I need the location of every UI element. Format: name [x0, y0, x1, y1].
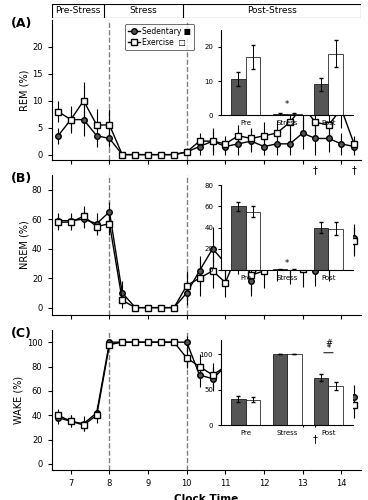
Text: *: * — [285, 100, 289, 108]
Text: (C): (C) — [11, 327, 32, 340]
Text: (B): (B) — [11, 172, 33, 185]
Text: †: † — [313, 434, 318, 444]
Bar — [314, 378, 328, 425]
Y-axis label: WAKE (%): WAKE (%) — [14, 376, 24, 424]
Bar — [328, 386, 343, 425]
Bar — [231, 206, 246, 270]
Bar — [231, 80, 246, 115]
Bar — [273, 114, 287, 115]
Bar — [314, 228, 328, 270]
Y-axis label: REM (%): REM (%) — [19, 70, 29, 110]
Y-axis label: NREM (%): NREM (%) — [19, 220, 29, 270]
Bar — [314, 84, 328, 115]
Text: Stress: Stress — [130, 6, 158, 15]
X-axis label: Clock Time: Clock Time — [174, 494, 238, 500]
Bar — [246, 400, 260, 425]
Bar — [246, 212, 260, 270]
Text: Pre-Stress: Pre-Stress — [55, 6, 100, 15]
Text: *: * — [326, 344, 330, 352]
Bar — [328, 228, 343, 270]
Bar — [246, 57, 260, 115]
Bar — [287, 114, 301, 115]
Text: †: † — [313, 166, 318, 175]
Text: #: # — [325, 338, 332, 347]
Text: †: † — [236, 352, 241, 362]
Text: *: * — [285, 259, 289, 268]
Bar — [231, 399, 246, 425]
Bar — [328, 54, 343, 115]
Bar — [287, 354, 301, 425]
Text: (A): (A) — [11, 17, 33, 30]
Bar — [273, 354, 287, 425]
Legend: Sedentary ■, Exercise  □: Sedentary ■, Exercise □ — [125, 24, 194, 50]
Text: †: † — [352, 166, 357, 175]
Text: Post-Stress: Post-Stress — [247, 6, 297, 15]
